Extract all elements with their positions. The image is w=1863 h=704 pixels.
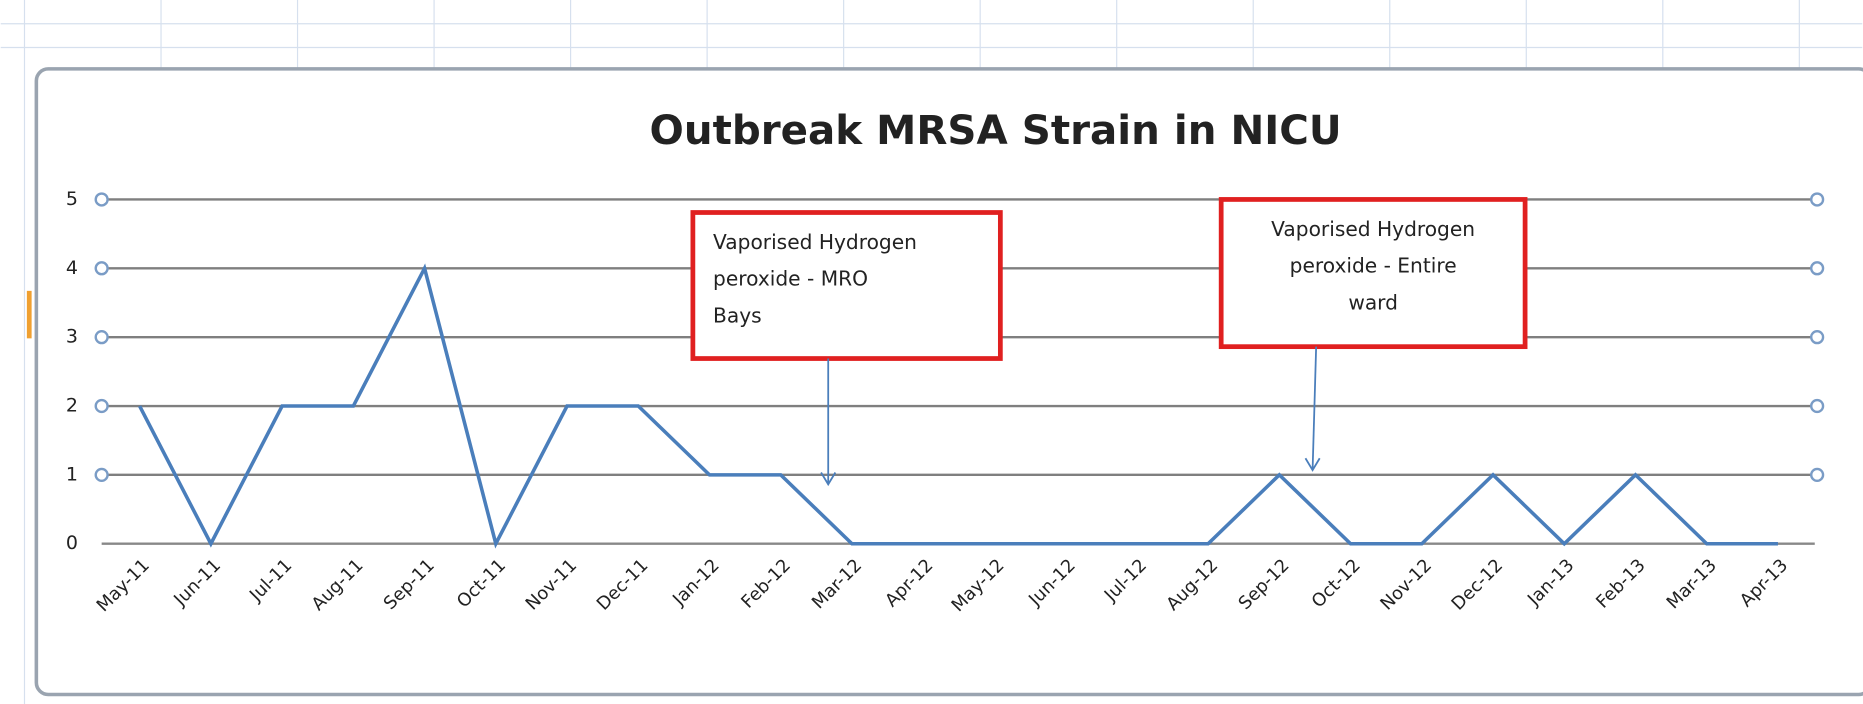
annotation-box <box>690 210 1003 361</box>
annotation-text: peroxide - MRO <box>713 267 868 291</box>
handle <box>1810 467 1825 482</box>
arrow-head <box>820 472 837 487</box>
annotation-arrow <box>1311 346 1318 471</box>
handle <box>94 467 109 482</box>
handle <box>1810 192 1825 207</box>
handle <box>1810 261 1825 276</box>
annotation-box <box>1218 197 1528 350</box>
annotation-text: Bays <box>713 303 762 327</box>
handle <box>94 398 109 414</box>
handle <box>94 192 109 207</box>
y-tick-label: 3 <box>66 326 78 348</box>
handle <box>94 261 109 276</box>
arrow-head <box>1304 457 1321 472</box>
annotation-text: ward <box>1348 290 1398 314</box>
annotation-text: Vaporised Hydrogen <box>1271 217 1475 241</box>
selection-marker <box>26 290 32 339</box>
y-tick-label: 2 <box>66 395 78 417</box>
annotation-text: peroxide - Entire <box>1290 254 1457 278</box>
annotation-text: Vaporised Hydrogen <box>713 230 917 254</box>
data-line <box>138 263 1778 549</box>
y-tick-label: 0 <box>66 532 78 554</box>
y-tick-label: 5 <box>66 188 78 210</box>
y-tick-label: 1 <box>66 463 78 485</box>
handle <box>1810 398 1825 414</box>
handle <box>94 330 109 345</box>
chart-title: Outbreak MRSA Strain in NICU <box>650 107 1342 154</box>
y-tick-label: 4 <box>66 257 78 279</box>
handle <box>1810 330 1825 345</box>
